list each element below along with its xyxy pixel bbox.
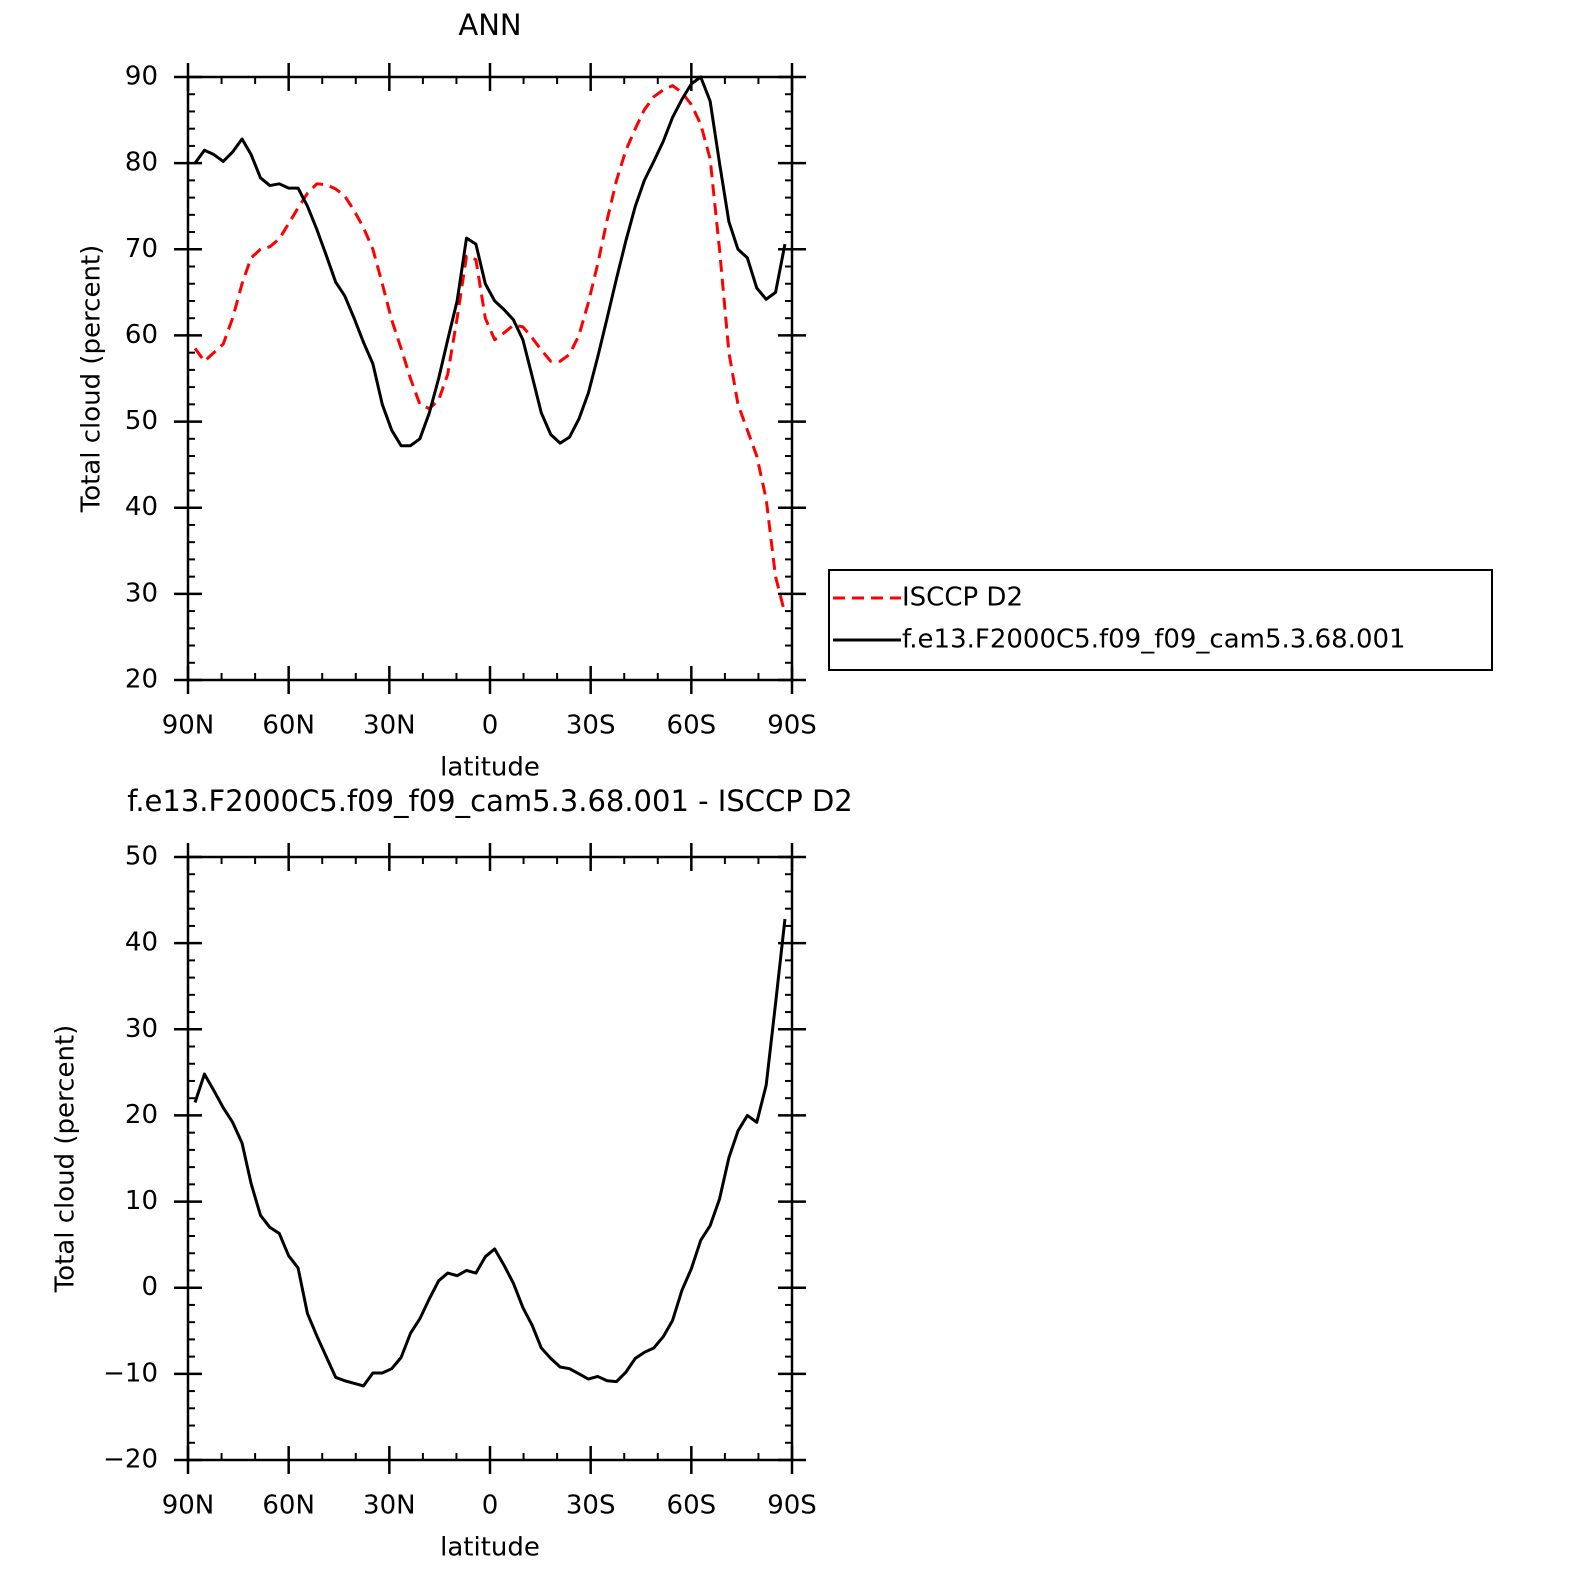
y-tick-label: 40	[125, 492, 158, 522]
y-tick-label: 0	[141, 1272, 158, 1302]
plot-frame	[186, 855, 794, 1462]
x-tick-label: 60N	[262, 1491, 315, 1521]
x-axis-label: latitude	[440, 753, 540, 783]
legend-label: ISCCP D2	[902, 583, 1023, 613]
data-line	[193, 918, 787, 1388]
x-tick-label: 30N	[363, 1491, 416, 1521]
legend-box	[828, 569, 1493, 671]
x-tick-label: 90S	[767, 711, 817, 741]
y-tick-label: 50	[125, 406, 158, 436]
x-tick-label: 60N	[262, 711, 315, 741]
data-line	[193, 75, 787, 448]
chart-title: ANN	[458, 8, 521, 42]
legend-label: f.e13.F2000C5.f09_f09_cam5.3.68.001	[902, 625, 1406, 655]
y-tick-label: −10	[103, 1358, 158, 1388]
x-tick-label: 90N	[162, 1491, 215, 1521]
y-tick-label: 80	[125, 148, 158, 178]
y-tick-label: 20	[125, 1100, 158, 1130]
y-axis-label: Total cloud (percent)	[77, 245, 107, 514]
x-axis-label: latitude	[440, 1533, 540, 1563]
y-tick-label: 40	[125, 928, 158, 958]
y-tick-label: 70	[125, 234, 158, 264]
y-tick-label: −20	[103, 1445, 158, 1475]
y-tick-label: 20	[125, 665, 158, 695]
x-tick-label: 30N	[363, 711, 416, 741]
chart-title: f.e13.F2000C5.f09_f09_cam5.3.68.001 - IS…	[127, 784, 853, 818]
x-tick-label: 90S	[767, 1491, 817, 1521]
y-tick-label: 30	[125, 578, 158, 608]
plot-frame	[186, 75, 794, 682]
x-tick-label: 90N	[162, 711, 215, 741]
y-tick-label: 90	[125, 62, 158, 92]
x-tick-label: 30S	[566, 1491, 616, 1521]
y-tick-label: 50	[125, 842, 158, 872]
x-tick-label: 60S	[667, 1491, 717, 1521]
x-tick-label: 60S	[667, 711, 717, 741]
y-tick-label: 60	[125, 320, 158, 350]
x-tick-label: 0	[482, 1491, 499, 1521]
y-axis-label: Total cloud (percent)	[51, 1025, 81, 1294]
x-tick-label: 0	[482, 711, 499, 741]
data-line	[193, 84, 787, 615]
x-tick-label: 30S	[566, 711, 616, 741]
y-tick-label: 10	[125, 1186, 158, 1216]
y-tick-label: 30	[125, 1014, 158, 1044]
